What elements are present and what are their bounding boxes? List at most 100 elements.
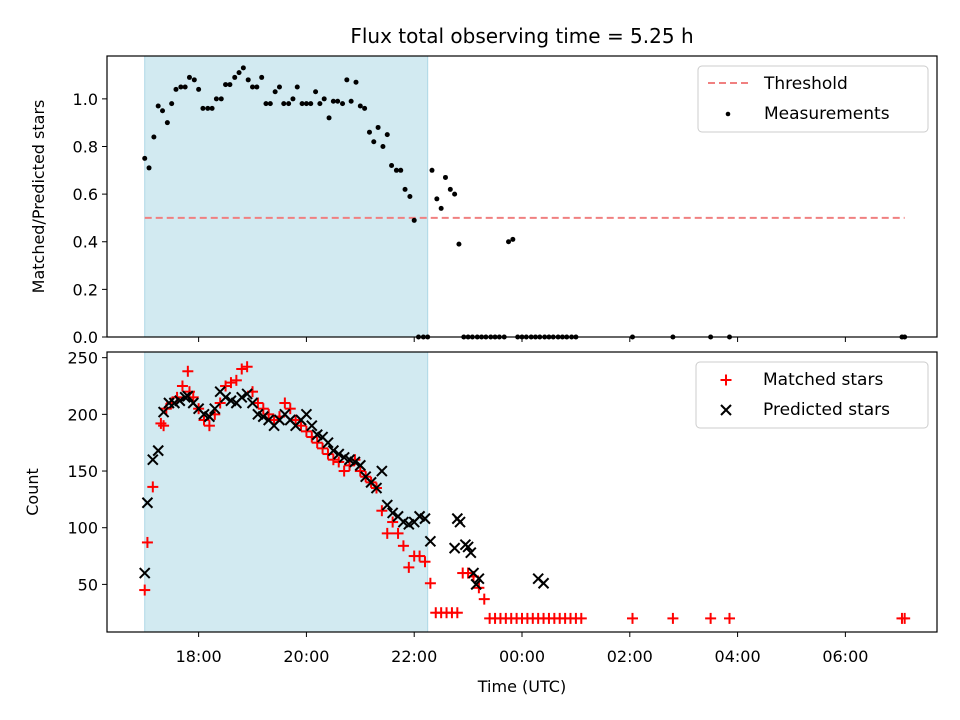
top-x-ticks <box>198 337 846 342</box>
measurement-point <box>290 96 296 102</box>
measurement-point <box>200 105 206 111</box>
measurement-point <box>330 98 336 104</box>
top-legend: Threshold Measurements <box>697 65 929 133</box>
measurement-point <box>452 191 458 197</box>
measurement-point <box>250 84 256 90</box>
measurement-point <box>142 155 148 161</box>
y-tick-label: 0.4 <box>73 233 98 252</box>
measurement-point <box>321 96 327 102</box>
measurement-point <box>196 86 202 92</box>
predicted-point <box>147 453 159 466</box>
predicted-point <box>139 567 151 579</box>
measurement-point <box>366 129 372 135</box>
predicted-point <box>141 497 154 509</box>
measurement-point <box>362 105 368 111</box>
matched-point <box>139 584 151 596</box>
x-axis-label: Time (UTC) <box>477 677 566 696</box>
measurement-point <box>272 89 278 95</box>
measurement-point <box>442 174 448 180</box>
measurement-point <box>254 84 260 90</box>
predicted-point <box>537 577 550 589</box>
measurement-point <box>146 165 152 171</box>
legend-threshold-label: Threshold <box>763 74 848 94</box>
measurement-point <box>182 84 188 90</box>
measurement-point <box>407 194 413 199</box>
matched-point <box>182 365 194 377</box>
predicted-point <box>381 499 393 511</box>
predicted-point <box>448 542 461 554</box>
y-tick-label: 0.6 <box>73 185 98 204</box>
predicted-point <box>152 444 164 457</box>
matched-point <box>300 425 312 437</box>
bottom-panel: 50 100 150 200 250 18:00 20:00 22:00 00:00 02:00… <box>23 349 938 696</box>
predicted-point <box>246 397 259 409</box>
predicted-point <box>257 410 270 423</box>
predicted-point <box>157 406 170 418</box>
bottom-y-axis: 50 100 150 200 250 <box>67 349 107 594</box>
measurement-point <box>294 84 300 90</box>
measurement-point <box>506 239 512 245</box>
y-tick-label: 0.0 <box>73 328 98 347</box>
measurement-point <box>326 115 332 121</box>
matched-point <box>141 536 153 548</box>
measurement-point <box>169 101 175 107</box>
predicted-point <box>470 578 482 591</box>
predicted-point <box>376 465 388 477</box>
matched-point <box>225 377 237 389</box>
chart-title: Flux total observing time = 5.25 h <box>350 24 693 48</box>
predicted-point <box>174 395 186 407</box>
matched-point <box>241 361 253 373</box>
y-tick-label: 1.0 <box>73 90 98 109</box>
y-tick-label: 0.8 <box>73 137 98 156</box>
predicted-point <box>241 388 253 400</box>
legend-predicted-label: Predicted stars <box>763 400 890 420</box>
matched-point <box>419 556 431 568</box>
top-legend-box <box>697 65 929 133</box>
measurement-point <box>510 236 516 242</box>
measurement-point <box>303 101 309 107</box>
predicted-point <box>454 516 466 528</box>
y-tick-label: 200 <box>67 405 98 424</box>
top-panel: 0.0 0.2 0.4 0.6 0.8 1.0 Matched/Predicted sta… <box>29 55 938 347</box>
predicted-point <box>322 436 334 449</box>
measurement-point <box>348 98 354 104</box>
matched-point <box>236 363 248 375</box>
matched-point <box>279 397 291 409</box>
predicted-point <box>300 408 313 421</box>
measurement-point <box>259 74 265 80</box>
y-tick-label: 150 <box>67 462 98 481</box>
bottom-legend: Matched stars Predicted stars <box>695 361 929 429</box>
measurement-point <box>236 70 242 76</box>
measurement-point <box>317 101 323 107</box>
predicted-point <box>236 391 248 404</box>
y-tick-label: 250 <box>67 349 98 368</box>
matched-point <box>376 505 388 517</box>
predicted-point <box>209 402 221 415</box>
predicted-point <box>333 448 345 460</box>
measurement-point <box>186 74 192 80</box>
bottom-x-axis: 18:00 20:00 22:00 00:00 02:00 04:00 06:00 <box>176 632 868 666</box>
measurement-point <box>384 132 390 138</box>
y-tick-label: 100 <box>67 519 98 538</box>
matched-point <box>705 612 717 624</box>
matched-point <box>317 442 329 454</box>
matched-point <box>575 612 587 624</box>
measurement-point <box>263 101 269 107</box>
measurement-point <box>209 105 215 111</box>
legend-matched-label: Matched stars <box>763 370 883 390</box>
measurement-point <box>227 82 233 88</box>
matched-point <box>899 612 911 624</box>
measurement-point <box>164 120 170 126</box>
top-y-axis: 0.0 0.2 0.4 0.6 0.8 1.0 <box>73 90 107 347</box>
measurement-point <box>340 101 346 107</box>
measurement-point <box>178 84 184 90</box>
predicted-point <box>354 459 367 472</box>
x-tick-label: 20:00 <box>283 647 329 666</box>
matched-point <box>667 612 679 624</box>
measurement-point <box>299 101 305 107</box>
matched-point <box>322 448 334 460</box>
measurement-point <box>411 217 417 223</box>
measurement-point <box>155 103 161 109</box>
top-shaded-span <box>144 55 429 338</box>
x-tick-label: 06:00 <box>822 647 868 666</box>
